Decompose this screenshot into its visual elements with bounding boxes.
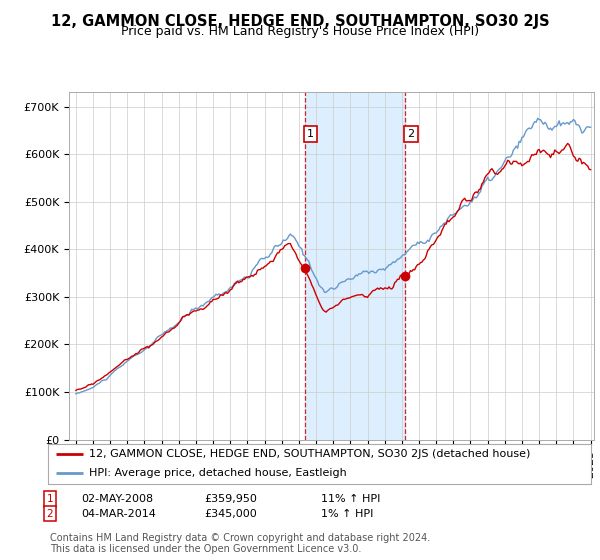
Text: HPI: Average price, detached house, Eastleigh: HPI: Average price, detached house, East… [89,468,346,478]
Text: Price paid vs. HM Land Registry's House Price Index (HPI): Price paid vs. HM Land Registry's House … [121,25,479,38]
Text: 1% ↑ HPI: 1% ↑ HPI [321,508,373,519]
Text: 2: 2 [407,129,415,139]
Text: 1: 1 [46,494,53,504]
Text: 1: 1 [307,129,314,139]
Text: 2: 2 [46,508,53,519]
Text: 11% ↑ HPI: 11% ↑ HPI [321,494,380,504]
Text: Contains HM Land Registry data © Crown copyright and database right 2024.
This d: Contains HM Land Registry data © Crown c… [50,533,430,554]
Bar [305,92,405,440]
Text: 02-MAY-2008: 02-MAY-2008 [81,494,153,504]
Text: 04-MAR-2014: 04-MAR-2014 [81,508,156,519]
Text: 12, GAMMON CLOSE, HEDGE END, SOUTHAMPTON, SO30 2JS: 12, GAMMON CLOSE, HEDGE END, SOUTHAMPTON… [50,14,550,29]
Text: £359,950: £359,950 [204,494,257,504]
Text: £345,000: £345,000 [204,508,257,519]
Text: 12, GAMMON CLOSE, HEDGE END, SOUTHAMPTON, SO30 2JS (detached house): 12, GAMMON CLOSE, HEDGE END, SOUTHAMPTON… [89,449,530,459]
